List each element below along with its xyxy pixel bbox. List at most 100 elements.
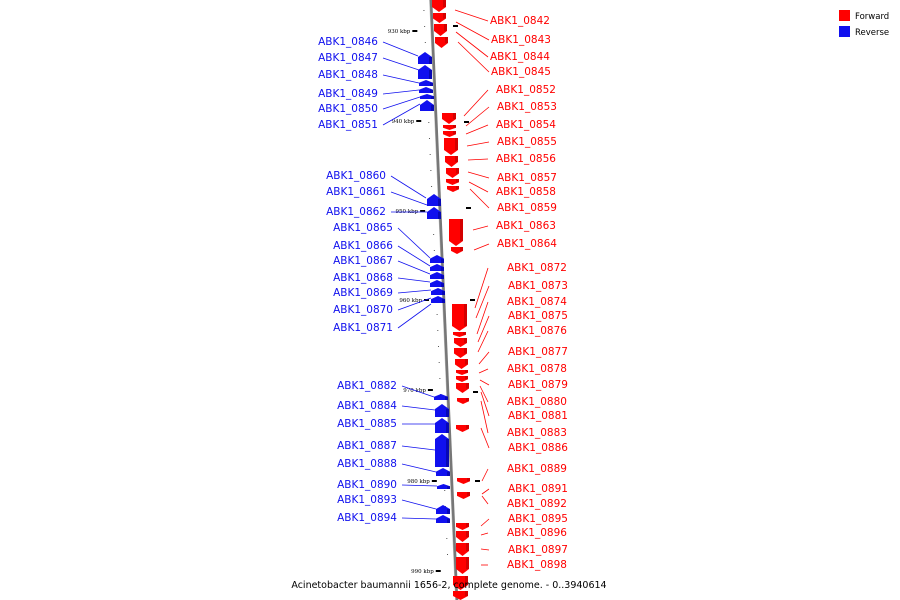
- tick-label: 930 kbp: [388, 29, 411, 35]
- forward-gene-label: ABK1_0878: [507, 363, 567, 375]
- forward-gene-label: ABK1_0857: [497, 172, 557, 184]
- forward-leader-line: [477, 330, 489, 353]
- forward-leader-line: [481, 468, 489, 482]
- reverse-gene-label: ABK1_0866: [333, 240, 393, 252]
- forward-leader-line: [463, 89, 489, 117]
- reverse-leader-line: [401, 385, 435, 398]
- tick-label: 990 kbp: [411, 569, 434, 575]
- forward-leader-line: [477, 315, 490, 343]
- reverse-gene-label: ABK1_0861: [326, 186, 386, 198]
- forward-gene-glyph: [456, 531, 469, 542]
- reverse-leader-line: [390, 175, 427, 199]
- forward-gene-glyph: [434, 24, 447, 36]
- forward-gene-glyph: [435, 37, 448, 48]
- forward-leader-line: [473, 243, 490, 251]
- reverse-gene-label: ABK1_0884: [337, 400, 397, 412]
- genome-caption: Acinetobacter baumannii 1656-2, complete…: [291, 580, 606, 591]
- forward-leader-line: [478, 351, 490, 365]
- forward-gene-label: ABK1_0892: [507, 498, 567, 510]
- forward-leader-line: [455, 31, 489, 58]
- legend: Forward Reverse: [839, 10, 889, 38]
- reverse-gene-label: ABK1_0867: [333, 255, 393, 267]
- forward-gene-glyph: [453, 576, 468, 590]
- forward-leader-line: [474, 267, 489, 309]
- reverse-leader-line: [397, 289, 432, 294]
- legend-swatch: [839, 26, 850, 37]
- reverse-leader-line: [382, 57, 420, 71]
- legend-label: Reverse: [855, 28, 889, 38]
- forward-gene-glyph: [456, 425, 469, 432]
- gene-labels: ABK1_0842 ABK1_0843 ABK1_0844 ABK1_0845 ABK1…: [318, 9, 568, 571]
- reverse-leader-line: [401, 517, 437, 520]
- reverse-gene-glyph: [431, 296, 445, 303]
- forward-gene-label: ABK1_0880: [507, 396, 567, 408]
- forward-gene-label: ABK1_0874: [507, 296, 567, 308]
- reverse-gene-glyph: [436, 515, 450, 523]
- reverse-gene-label: ABK1_0887: [337, 440, 397, 452]
- reverse-gene-label: ABK1_0851: [318, 119, 378, 131]
- tick-mark: [420, 210, 426, 212]
- reverse-gene-glyph: [418, 52, 432, 64]
- forward-leader-line: [465, 124, 489, 135]
- reverse-gene-label: ABK1_0850: [318, 103, 378, 115]
- forward-gene-glyph: [449, 219, 463, 246]
- scale-dot: [447, 554, 449, 555]
- forward-gene-glyph: [457, 478, 470, 484]
- scale-dot: [444, 490, 446, 491]
- reverse-gene-label: ABK1_0860: [326, 170, 386, 182]
- reverse-leader-line: [382, 96, 421, 110]
- forward-leader-line: [454, 9, 489, 22]
- forward-gene-label: ABK1_0886: [508, 442, 568, 454]
- reverse-gene-label: ABK1_0893: [337, 494, 397, 506]
- tick-label: 940 kbp: [392, 119, 415, 125]
- forward-leader-line: [480, 532, 489, 536]
- forward-gene-label: ABK1_0843: [491, 34, 551, 46]
- reverse-gene-glyph: [434, 394, 448, 400]
- forward-leader-line: [466, 141, 490, 147]
- forward-gene-label: ABK1_0859: [497, 202, 557, 214]
- forward-gene-glyph: [456, 383, 469, 393]
- tick-label: 960 kbp: [399, 298, 422, 304]
- legend-label: Forward: [855, 12, 889, 22]
- scale-dot: [429, 154, 431, 155]
- forward-gene-glyph: [457, 398, 469, 404]
- forward-gene-glyph: [447, 186, 459, 192]
- reverse-leader-line: [382, 41, 419, 57]
- reverse-gene-glyph: [431, 288, 445, 295]
- reverse-leader-line: [401, 484, 438, 487]
- reverse-gene-glyph: [420, 100, 434, 111]
- reverse-gene-glyph: [419, 80, 433, 86]
- reverse-leader-line: [382, 103, 421, 126]
- reverse-leader-line: [390, 191, 428, 206]
- tick-label: 980 kbp: [407, 479, 430, 485]
- scale-dash: [475, 480, 480, 482]
- forward-leader-line: [467, 171, 490, 179]
- forward-leader-line: [475, 285, 490, 319]
- reverse-leader-line: [401, 499, 437, 510]
- forward-gene-glyph: [456, 523, 469, 530]
- forward-gene-glyph: [446, 179, 459, 185]
- reverse-gene-glyph: [427, 207, 441, 219]
- forward-leader-line: [469, 188, 490, 209]
- forward-leader-line: [479, 379, 490, 386]
- forward-gene-label: ABK1_0842: [490, 15, 550, 27]
- forward-gene-glyph: [454, 338, 467, 347]
- tick-mark: [435, 570, 441, 572]
- forward-leader-line: [481, 495, 489, 505]
- reverse-gene-glyph: [419, 87, 433, 93]
- scale-dot: [428, 122, 430, 123]
- legend-swatch: [839, 10, 850, 21]
- scale-dot: [424, 42, 426, 43]
- reverse-leader-line: [397, 260, 431, 275]
- reverse-leader-line: [397, 303, 432, 329]
- forward-gene-label: ABK1_0872: [507, 262, 567, 274]
- forward-gene-glyph: [455, 359, 468, 369]
- reverse-leader-line: [382, 89, 420, 95]
- reverse-gene-label: ABK1_0894: [337, 512, 397, 524]
- forward-leader-line: [480, 391, 490, 417]
- reverse-gene-glyph: [430, 255, 444, 263]
- forward-gene-label: ABK1_0879: [508, 379, 568, 391]
- forward-gene-glyph: [456, 376, 468, 382]
- scale-dot: [436, 314, 438, 315]
